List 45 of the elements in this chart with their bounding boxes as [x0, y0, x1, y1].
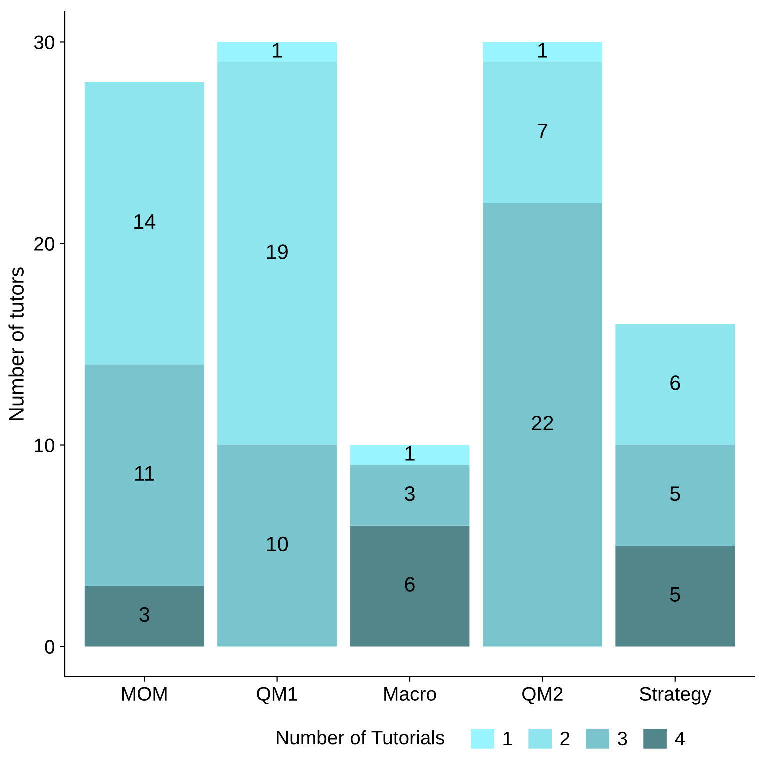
- y-tick-label: 20: [34, 237, 55, 251]
- bar: [84, 82, 204, 365]
- y-tick-label: 10: [35, 438, 55, 452]
- bar: [616, 324, 736, 446]
- y-tick-label: 0: [45, 640, 55, 654]
- legend-title: Number of Tutorials: [277, 730, 444, 745]
- bar: [482, 62, 602, 204]
- x-tick-label: MOM: [122, 687, 167, 702]
- bar: [350, 526, 470, 647]
- data-label: 7: [538, 124, 548, 138]
- bar: [350, 465, 470, 526]
- bar: [350, 445, 470, 466]
- data-label: 11: [135, 466, 154, 481]
- data-label: 22: [532, 416, 554, 430]
- data-label: 3: [405, 486, 415, 502]
- legend-label: 3: [618, 732, 628, 746]
- data-label: 10: [267, 536, 288, 552]
- bar: [218, 42, 338, 62]
- data-label: 5: [670, 486, 680, 502]
- x-tick-label: QM1: [257, 687, 298, 704]
- bar: [616, 445, 736, 546]
- x-tick-label: Macro: [384, 687, 436, 702]
- y-tick-label: 30: [34, 36, 55, 50]
- bar: [84, 364, 204, 586]
- bar: [84, 586, 204, 647]
- data-label: 14: [134, 214, 156, 229]
- data-label: 1: [406, 446, 415, 461]
- bar: [616, 546, 736, 647]
- bar: [218, 62, 338, 446]
- data-label: 1: [538, 43, 548, 58]
- legend-label: 2: [560, 732, 570, 746]
- y-axis-title: Number of tutors: [8, 268, 24, 420]
- data-label: 6: [405, 577, 415, 592]
- bar: [482, 42, 602, 62]
- x-tick-label: QM2: [522, 687, 563, 704]
- data-label: 5: [670, 587, 680, 602]
- data-label: 1: [273, 43, 282, 58]
- legend-label: 4: [675, 732, 685, 746]
- bar: [218, 445, 338, 647]
- data-label: 19: [267, 244, 288, 260]
- x-tick-label: Strategy: [640, 687, 712, 705]
- legend-label: 1: [504, 732, 512, 746]
- data-label: 6: [670, 376, 680, 390]
- data-label: 3: [140, 607, 150, 622]
- bar: [482, 203, 602, 647]
